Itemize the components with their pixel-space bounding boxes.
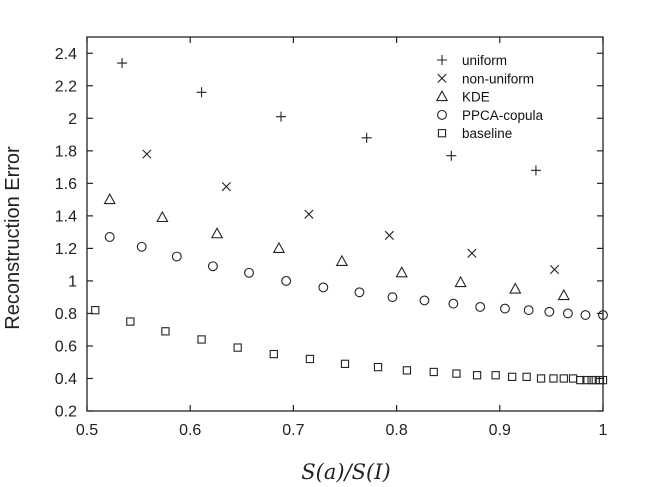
x-tick-label: 0.7 bbox=[282, 422, 304, 439]
data-point-baseline-14 bbox=[491, 371, 500, 380]
y-axis-title: Reconstruction Error bbox=[2, 146, 24, 330]
legend-label-ppca-copula: PPCA-copula bbox=[462, 108, 544, 123]
data-point-kde-6 bbox=[395, 266, 408, 278]
legend-marker-uniform bbox=[437, 55, 447, 65]
data-point-baseline-12 bbox=[452, 369, 461, 378]
data-point-uniform-3 bbox=[276, 111, 287, 122]
y-tick-label: 0.8 bbox=[55, 306, 77, 323]
legend-label-non-uniform: non-uniform bbox=[462, 71, 534, 86]
x-axis: 0.5 0.6 0.7 0.8 0.9 1 bbox=[76, 37, 608, 439]
data-point-baseline-10 bbox=[402, 366, 412, 375]
data-point-baseline-1 bbox=[91, 306, 100, 315]
data-point-kde-1 bbox=[103, 192, 116, 205]
legend-label-uniform: uniform bbox=[462, 53, 507, 68]
data-point-baseline-5 bbox=[233, 343, 242, 352]
data-point-baseline-6 bbox=[269, 349, 278, 359]
data-point-ppca-copula-7 bbox=[318, 282, 329, 293]
data-point-baseline-8 bbox=[340, 359, 350, 368]
data-point-ppca-copula-3 bbox=[171, 251, 182, 262]
data-point-ppca-copula-2 bbox=[136, 241, 147, 252]
data-point-uniform-6 bbox=[530, 165, 541, 176]
legend-marker-ppca-copula bbox=[437, 109, 447, 120]
data-point-ppca-copula-8 bbox=[354, 287, 365, 298]
data-point-kde-4 bbox=[272, 241, 286, 253]
data-marks bbox=[91, 58, 608, 385]
y-tick-label: 1.4 bbox=[55, 208, 77, 225]
data-point-non-uniform-4 bbox=[384, 230, 394, 240]
data-point-baseline-21 bbox=[576, 375, 585, 385]
data-point-non-uniform-2 bbox=[221, 182, 231, 192]
data-point-baseline-22 bbox=[582, 375, 591, 385]
x-tick-label: 0.9 bbox=[489, 422, 511, 439]
legend: uniform non-uniform KDE PPCA-copula baseline bbox=[435, 53, 544, 141]
y-tick-label: 0.6 bbox=[55, 338, 77, 355]
data-point-ppca-copula-17 bbox=[580, 310, 591, 321]
x-tick-label: 0.5 bbox=[76, 422, 98, 439]
data-point-baseline-3 bbox=[161, 327, 170, 336]
data-point-baseline-20 bbox=[568, 374, 578, 383]
legend-marker-non-uniform bbox=[437, 73, 447, 83]
data-point-ppca-copula-13 bbox=[500, 303, 510, 314]
x-axis-title: S(a)/S(I) bbox=[301, 460, 390, 484]
data-point-non-uniform-5 bbox=[467, 248, 477, 258]
x-tick-label: 0.8 bbox=[385, 422, 407, 439]
data-point-kde-9 bbox=[557, 288, 570, 301]
y-tick-label: 2.4 bbox=[55, 46, 77, 63]
data-point-uniform-1 bbox=[117, 58, 128, 69]
y-tick-label: 0.2 bbox=[55, 404, 77, 421]
data-point-baseline-9 bbox=[373, 362, 383, 372]
data-point-baseline-13 bbox=[472, 371, 482, 380]
data-point-ppca-copula-6 bbox=[281, 275, 292, 286]
data-point-baseline-11 bbox=[429, 367, 438, 377]
data-point-kde-8 bbox=[509, 282, 522, 294]
data-point-baseline-15 bbox=[508, 372, 517, 382]
y-tick-label: 1.6 bbox=[55, 176, 77, 193]
data-point-ppca-copula-1 bbox=[104, 232, 115, 242]
legend-marker-kde bbox=[435, 89, 449, 102]
data-point-ppca-copula-15 bbox=[544, 306, 555, 317]
y-tick-label: 0.4 bbox=[55, 371, 77, 388]
data-point-kde-7 bbox=[454, 275, 467, 288]
data-point-ppca-copula-14 bbox=[523, 305, 534, 316]
data-point-baseline-7 bbox=[305, 354, 315, 364]
data-point-uniform-5 bbox=[446, 150, 457, 161]
plot-frame bbox=[86, 36, 604, 412]
y-tick-label: 2 bbox=[68, 111, 77, 128]
data-point-ppca-copula-5 bbox=[244, 267, 254, 278]
y-tick-label: 1.2 bbox=[55, 241, 77, 258]
data-point-kde-2 bbox=[156, 210, 169, 223]
y-tick-label: 1 bbox=[68, 273, 77, 290]
data-point-baseline-4 bbox=[197, 335, 206, 344]
y-tick-label: 2.2 bbox=[55, 78, 77, 95]
data-point-kde-3 bbox=[210, 227, 224, 239]
data-point-baseline-17 bbox=[536, 374, 546, 383]
y-tick-label: 1.8 bbox=[55, 143, 77, 160]
data-point-uniform-2 bbox=[196, 87, 207, 98]
data-point-non-uniform-3 bbox=[304, 209, 314, 219]
data-point-ppca-copula-12 bbox=[475, 301, 486, 312]
data-point-ppca-copula-9 bbox=[387, 292, 398, 303]
data-point-non-uniform-6 bbox=[549, 264, 560, 275]
data-point-ppca-copula-10 bbox=[419, 295, 430, 306]
data-point-baseline-16 bbox=[522, 372, 531, 382]
y-axis: 0.2 0.4 0.6 0.8 1 1.2 1.4 1.6 1.8 2 2.2 2.4 bbox=[55, 46, 603, 421]
data-point-uniform-4 bbox=[361, 132, 372, 143]
data-point-ppca-copula-16 bbox=[562, 308, 573, 319]
data-point-baseline-18 bbox=[549, 374, 558, 383]
x-tick-label: 0.6 bbox=[179, 422, 201, 439]
legend-marker-baseline bbox=[437, 129, 447, 138]
x-tick-label: 1 bbox=[599, 422, 608, 439]
data-point-baseline-19 bbox=[559, 374, 568, 383]
legend-label-baseline: baseline bbox=[462, 126, 512, 141]
legend-label-kde: KDE bbox=[462, 90, 490, 105]
data-point-baseline-2 bbox=[126, 317, 135, 326]
data-point-ppca-copula-11 bbox=[448, 298, 459, 309]
data-point-ppca-copula-4 bbox=[207, 261, 218, 272]
data-point-non-uniform-1 bbox=[142, 149, 152, 159]
data-point-kde-5 bbox=[335, 254, 349, 266]
